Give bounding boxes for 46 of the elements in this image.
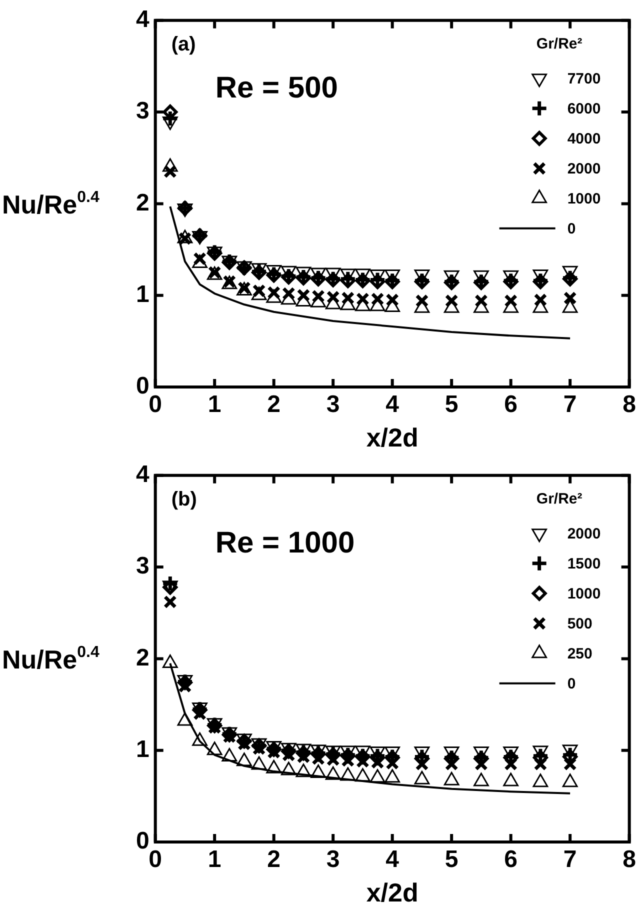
y-tick-label: 0 xyxy=(136,828,150,855)
x-tick-label: 8 xyxy=(622,846,636,874)
legend-title: Gr/Re² xyxy=(536,490,582,508)
x-tick-label: 8 xyxy=(622,391,636,418)
x-axis-title: x/2d xyxy=(366,878,418,908)
x-tick-label: 1 xyxy=(208,391,222,418)
legend-label: 1500 xyxy=(567,555,601,572)
y-tick-label: 4 xyxy=(136,6,150,34)
x-tick-label: 1 xyxy=(208,846,222,874)
annotation: Re = 1000 xyxy=(215,526,355,560)
x-tick-label: 7 xyxy=(563,846,577,874)
y-tick-label: 1 xyxy=(136,736,150,763)
legend-label: 250 xyxy=(567,645,592,662)
legend-label: 2000 xyxy=(567,160,601,178)
x-tick-label: 2 xyxy=(267,391,281,418)
x-tick-label: 2 xyxy=(267,846,281,874)
y-tick-label: 1 xyxy=(136,280,150,308)
annotation: (a) xyxy=(171,33,196,56)
x-tick-label: 4 xyxy=(386,846,400,874)
legend-label: 1000 xyxy=(567,190,601,208)
x-tick-label: 6 xyxy=(504,391,518,418)
x-tick-label: 5 xyxy=(444,846,458,874)
x-tick-label: 4 xyxy=(386,391,400,418)
x-tick-label: 5 xyxy=(444,391,458,418)
y-tick-label: 2 xyxy=(136,189,150,216)
legend-label: 0 xyxy=(567,220,576,238)
legend-label: 0 xyxy=(567,675,576,692)
y-tick-label: 3 xyxy=(136,98,150,125)
y-tick-label: 4 xyxy=(136,461,150,488)
y-tick-label: 3 xyxy=(136,552,150,580)
x-tick-label: 3 xyxy=(326,846,340,874)
annotation: Re = 500 xyxy=(215,71,338,104)
x-tick-label: 3 xyxy=(326,391,340,418)
legend-label: 4000 xyxy=(567,130,601,148)
x-tick-label: 7 xyxy=(563,391,577,418)
x-axis-title: x/2d xyxy=(366,422,418,453)
legend-label: 7700 xyxy=(567,70,601,88)
legend-label: 1000 xyxy=(567,585,601,602)
legend-label: 6000 xyxy=(567,100,601,118)
legend-label: 2000 xyxy=(567,525,601,542)
legend-title: Gr/Re² xyxy=(536,35,582,52)
x-tick-label: 6 xyxy=(504,846,518,874)
y-tick-label: 2 xyxy=(136,644,150,672)
annotation: (b) xyxy=(171,488,197,510)
y-tick-label: 0 xyxy=(136,372,150,400)
legend-label: 500 xyxy=(567,615,592,632)
